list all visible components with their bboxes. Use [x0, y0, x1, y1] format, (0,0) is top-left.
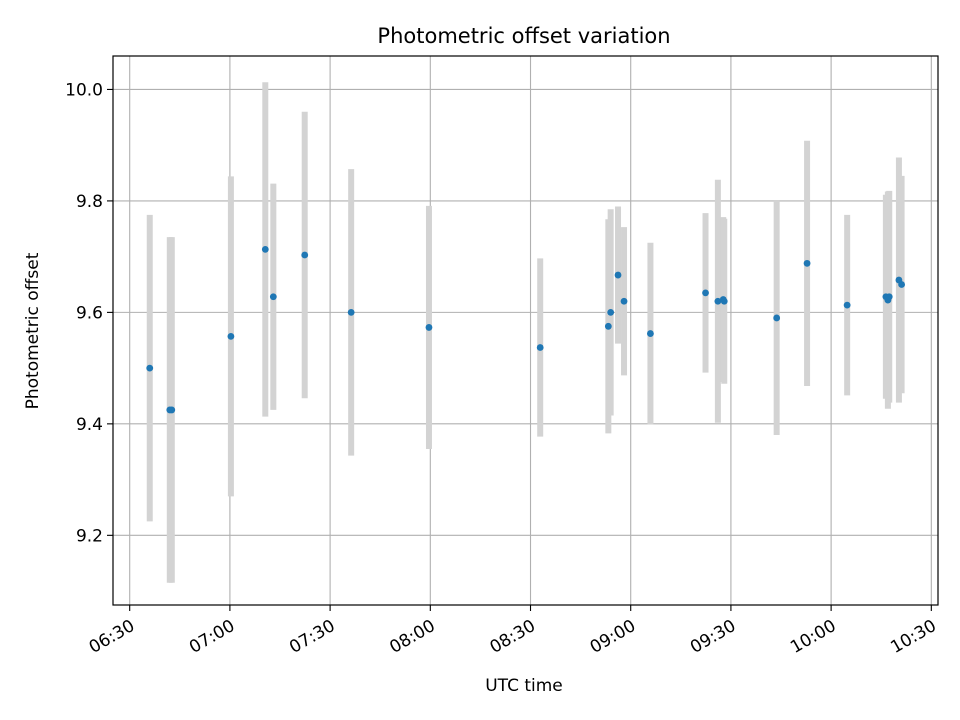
data-point — [614, 271, 622, 279]
data-point — [647, 330, 654, 337]
y-tick-label: 9.8 — [76, 192, 103, 212]
plot-frame — [112, 55, 939, 606]
data-point — [885, 293, 893, 301]
data-point — [146, 364, 154, 372]
data-points — [146, 246, 905, 414]
data-point — [227, 332, 235, 340]
data-point — [714, 297, 722, 305]
data-point — [803, 259, 811, 267]
data-point — [620, 297, 628, 305]
data-point — [347, 308, 355, 316]
data-point — [898, 281, 905, 288]
data-point — [269, 293, 277, 301]
data-point — [607, 308, 615, 316]
data-point — [168, 406, 176, 414]
data-point — [604, 322, 612, 330]
grid-lines — [113, 56, 938, 605]
data-point — [536, 344, 544, 351]
data-point — [843, 301, 851, 309]
y-tick-label: 9.6 — [76, 303, 103, 323]
y-axis-label: Photometric offset — [23, 252, 43, 409]
data-point — [261, 246, 269, 253]
data-point — [301, 251, 309, 259]
chart-title: Photometric offset variation — [377, 24, 670, 48]
data-point — [425, 324, 433, 331]
y-axis-ticks: 9.2 9.4 9.6 9.8 10.0 — [65, 80, 113, 546]
y-tick-label: 9.2 — [76, 526, 103, 546]
data-point — [702, 289, 709, 297]
y-tick-label: 10.0 — [65, 80, 103, 100]
data-point — [720, 297, 728, 305]
y-tick-label: 9.4 — [76, 415, 103, 435]
x-axis-label: UTC time — [485, 676, 563, 696]
data-point — [773, 314, 781, 322]
